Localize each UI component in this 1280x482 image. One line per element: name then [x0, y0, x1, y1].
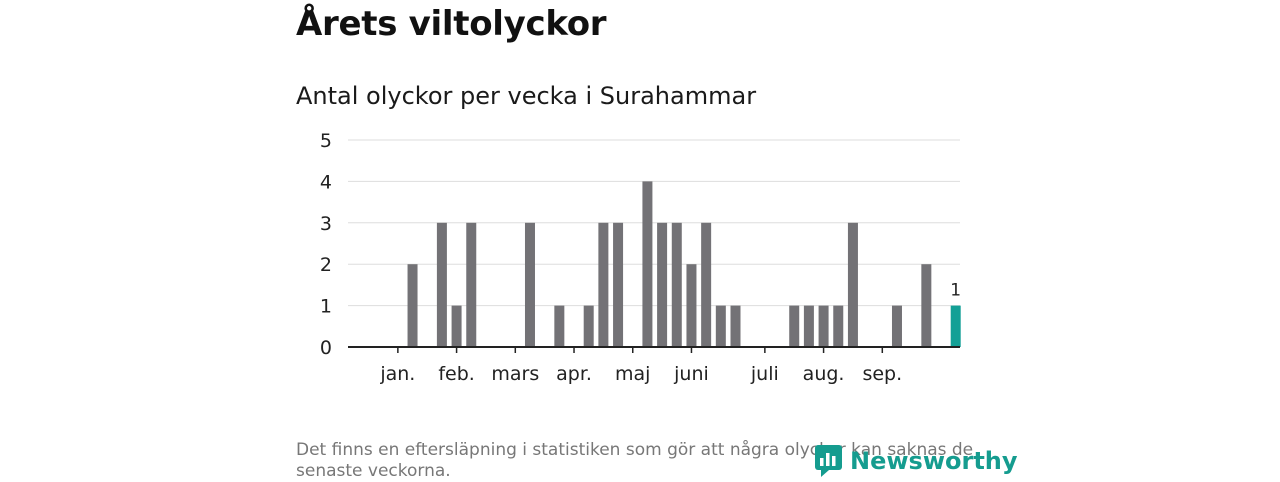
x-tick-label: aug.	[803, 363, 845, 385]
bar	[891, 305, 902, 347]
bar	[598, 222, 609, 347]
bar	[436, 222, 447, 347]
x-tick-label: jan.	[379, 363, 415, 385]
bar	[657, 222, 668, 347]
bar	[789, 305, 800, 347]
x-tick-label: juni	[673, 363, 709, 385]
x-tick-label: sep.	[862, 363, 902, 385]
bar	[803, 305, 814, 347]
x-tick-label: feb.	[438, 363, 474, 385]
bar	[407, 264, 418, 347]
newsworthy-logo-icon	[815, 445, 842, 477]
x-tick-label: apr.	[556, 363, 592, 385]
x-tick-label: juli	[750, 363, 779, 385]
y-tick-label: 4	[320, 171, 332, 193]
page-title: Årets viltolyckor	[296, 4, 607, 44]
newsworthy-logo: Newsworthy	[814, 444, 1018, 478]
bar	[671, 222, 682, 347]
y-tick-label: 1	[320, 296, 332, 318]
bar	[730, 305, 741, 347]
bar	[847, 222, 858, 347]
x-tick-label: mars	[491, 363, 539, 385]
y-tick-label: 5	[320, 130, 332, 152]
bar	[583, 305, 594, 347]
bar	[686, 264, 697, 347]
y-tick-label: 0	[320, 337, 332, 359]
bar-highlight	[950, 305, 961, 347]
y-tick-label: 2	[320, 254, 332, 276]
newsworthy-logo-text: Newsworthy	[850, 447, 1018, 475]
bar	[833, 305, 844, 347]
bar	[524, 222, 535, 347]
chart-subtitle: Antal olyckor per vecka i Surahammar	[296, 82, 757, 110]
bar	[701, 222, 712, 347]
x-tick-label: maj	[615, 363, 650, 385]
bar-data-label: 1	[950, 281, 961, 301]
y-tick-label: 3	[320, 213, 332, 235]
bar	[715, 305, 726, 347]
bar	[642, 181, 653, 347]
footnote: Det finns en eftersläpning i statistiken…	[296, 440, 974, 481]
bar	[451, 305, 462, 347]
bar	[554, 305, 565, 347]
bar	[921, 264, 932, 347]
bar	[818, 305, 829, 347]
bar-chart: 0 1 2 3 4 5 1 jan. feb. mars apr. maj juni juli aug. se…	[320, 130, 961, 385]
bar	[613, 222, 624, 347]
bar	[466, 222, 477, 347]
